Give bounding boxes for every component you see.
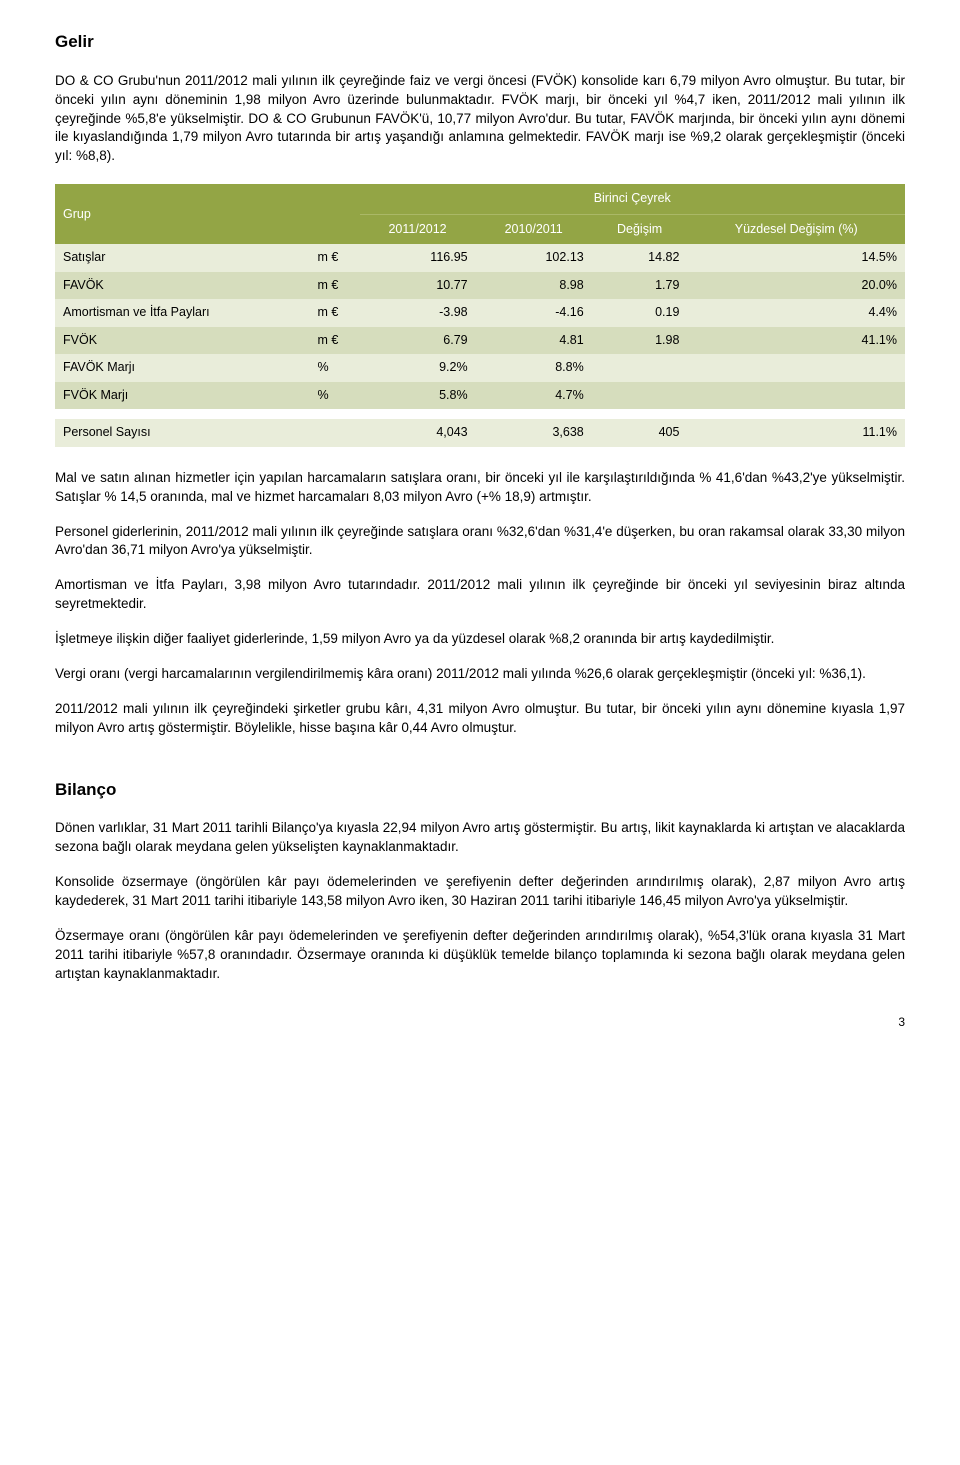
page-number: 3 <box>55 1014 905 1031</box>
cell-value: -3.98 <box>360 299 476 327</box>
table-row: FVÖK Marjı % 5.8% 4.7% <box>55 382 905 410</box>
cell-value: 11.1% <box>687 419 905 447</box>
cell-value <box>592 382 688 410</box>
table-row: FAVÖK m € 10.77 8.98 1.79 20.0% <box>55 272 905 300</box>
body-para-0: Mal ve satın alınan hizmetler için yapıl… <box>55 469 905 507</box>
cell-value <box>687 354 905 382</box>
table-spacer <box>55 409 905 419</box>
table-row: FAVÖK Marjı % 9.2% 8.8% <box>55 354 905 382</box>
cell-value: 405 <box>592 419 688 447</box>
bilanco-para-2: Özsermaye oranı (öngörülen kâr payı ödem… <box>55 927 905 984</box>
cell-value: 5.8% <box>360 382 476 410</box>
table-row: Satışlar m € 116.95 102.13 14.82 14.5% <box>55 244 905 272</box>
th-period: Birinci Çeyrek <box>360 184 906 214</box>
bilanco-para-1: Konsolide özsermaye (öngörülen kâr payı … <box>55 873 905 911</box>
cell-unit: m € <box>310 299 360 327</box>
cell-value: -4.16 <box>476 299 592 327</box>
body-para-1: Personel giderlerinin, 2011/2012 mali yı… <box>55 523 905 561</box>
cell-value: 4.81 <box>476 327 592 355</box>
cell-value: 1.79 <box>592 272 688 300</box>
cell-value: 9.2% <box>360 354 476 382</box>
cell-value <box>687 382 905 410</box>
body-para-2: Amortisman ve İtfa Payları, 3,98 milyon … <box>55 576 905 614</box>
cell-label: FVÖK Marjı <box>55 382 310 410</box>
cell-unit: % <box>310 382 360 410</box>
cell-value <box>592 354 688 382</box>
th-col-0: 2011/2012 <box>360 214 476 244</box>
cell-value: 8.8% <box>476 354 592 382</box>
cell-value: 8.98 <box>476 272 592 300</box>
body-para-5: 2011/2012 mali yılının ilk çeyreğindeki … <box>55 700 905 738</box>
cell-value: 116.95 <box>360 244 476 272</box>
gelir-para-1: DO & CO Grubu'nun 2011/2012 mali yılının… <box>55 72 905 166</box>
th-col-2: Değişim <box>592 214 688 244</box>
cell-unit: m € <box>310 244 360 272</box>
body-para-4: Vergi oranı (vergi harcamalarının vergil… <box>55 665 905 684</box>
cell-value: 41.1% <box>687 327 905 355</box>
cell-value: 14.82 <box>592 244 688 272</box>
cell-value: 4.7% <box>476 382 592 410</box>
table-row: Personel Sayısı 4,043 3,638 405 11.1% <box>55 419 905 447</box>
cell-label: Amortisman ve İtfa Payları <box>55 299 310 327</box>
cell-label: FVÖK <box>55 327 310 355</box>
cell-value: 6.79 <box>360 327 476 355</box>
cell-label: Personel Sayısı <box>55 419 310 447</box>
cell-unit: m € <box>310 327 360 355</box>
th-group: Grup <box>55 184 360 244</box>
cell-value: 14.5% <box>687 244 905 272</box>
bilanco-para-0: Dönen varlıklar, 31 Mart 2011 tarihli Bi… <box>55 819 905 857</box>
table-row: FVÖK m € 6.79 4.81 1.98 41.1% <box>55 327 905 355</box>
cell-value: 0.19 <box>592 299 688 327</box>
cell-value: 20.0% <box>687 272 905 300</box>
section-title-gelir: Gelir <box>55 30 905 54</box>
cell-value: 102.13 <box>476 244 592 272</box>
cell-unit: m € <box>310 272 360 300</box>
th-col-3: Yüzdesel Değişim (%) <box>687 214 905 244</box>
cell-value: 4,043 <box>360 419 476 447</box>
th-col-1: 2010/2011 <box>476 214 592 244</box>
cell-value: 1.98 <box>592 327 688 355</box>
cell-unit <box>310 419 360 447</box>
cell-value: 4.4% <box>687 299 905 327</box>
section-title-bilanco: Bilanço <box>55 778 905 802</box>
cell-label: FAVÖK Marjı <box>55 354 310 382</box>
table-row: Amortisman ve İtfa Payları m € -3.98 -4.… <box>55 299 905 327</box>
cell-value: 3,638 <box>476 419 592 447</box>
cell-value: 10.77 <box>360 272 476 300</box>
financial-table: Grup Birinci Çeyrek 2011/2012 2010/2011 … <box>55 184 905 447</box>
body-para-3: İşletmeye ilişkin diğer faaliyet giderle… <box>55 630 905 649</box>
cell-label: FAVÖK <box>55 272 310 300</box>
cell-unit: % <box>310 354 360 382</box>
cell-label: Satışlar <box>55 244 310 272</box>
